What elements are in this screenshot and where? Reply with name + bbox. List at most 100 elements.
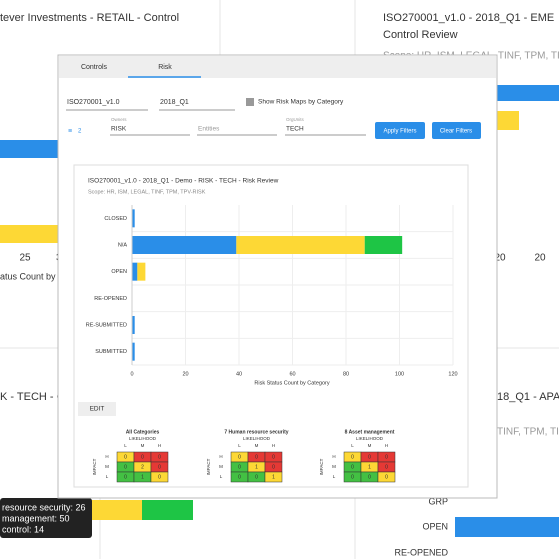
tile-title: K - TECH - C	[0, 391, 65, 403]
row-label: L	[333, 474, 336, 479]
button-label: Clear Filters	[440, 129, 472, 135]
category: RE-OPENED	[394, 547, 448, 557]
row-label: H	[332, 454, 335, 459]
x-tick-label: 120	[448, 371, 457, 377]
y-tick-label: N/A	[118, 242, 128, 248]
tab[interactable]: Risk	[158, 64, 172, 71]
filter-icon[interactable]: ≡	[68, 128, 72, 135]
tooltip-line: resource security: 26	[2, 502, 86, 512]
col-label: H	[272, 443, 275, 448]
cell-value: 1	[255, 464, 258, 470]
filter-count: 2	[78, 129, 82, 135]
chart-subtitle: Scope: HR, ISM, LEGAL, TINF, TPM, TPV-RI…	[88, 189, 206, 195]
bar-segment	[132, 262, 138, 281]
cell-value: 0	[158, 474, 161, 480]
category: OPEN	[422, 521, 448, 531]
cell-value: 0	[385, 474, 388, 480]
select[interactable]: Entities	[198, 126, 220, 133]
col-label: H	[385, 443, 388, 448]
col-label: L	[351, 443, 354, 448]
bar-segment	[132, 236, 237, 254]
bar-segment	[137, 262, 146, 281]
row-label: M	[105, 464, 109, 469]
cell-value: 0	[385, 454, 388, 460]
row-label: L	[220, 474, 223, 479]
x-tick-label: 100	[395, 371, 404, 377]
cell-value: 0	[272, 464, 275, 470]
cell-value: 0	[351, 474, 354, 480]
cell-value: 0	[255, 454, 258, 460]
tile-subtitle: Control Review	[383, 29, 458, 41]
row-label: H	[105, 454, 108, 459]
map-cell	[377, 471, 396, 483]
field-label: OrgUnits	[286, 117, 305, 122]
row-label: H	[219, 454, 222, 459]
cell-value: 1	[368, 464, 371, 470]
cell-value: 2	[141, 464, 144, 470]
y-tick-label: CLOSED	[104, 216, 127, 222]
select[interactable]: TECH	[286, 126, 304, 133]
scope: TINF, TPM, TI	[497, 427, 559, 438]
cell-value: 0	[238, 464, 241, 470]
map-title: All Categories	[126, 429, 160, 435]
col-label: H	[158, 443, 161, 448]
row-label: M	[219, 464, 223, 469]
edit-button[interactable]	[78, 402, 116, 416]
y-tick-label: SUBMITTED	[95, 349, 127, 355]
chart-card	[73, 164, 469, 488]
tick: 25	[19, 253, 31, 264]
cell-value: 0	[124, 464, 127, 470]
bar-segment	[364, 236, 403, 254]
cell-value: 0	[255, 474, 258, 480]
tab-bar	[59, 56, 496, 78]
tick: 20	[534, 253, 546, 264]
x-axis-label: Risk Status Count by Category	[254, 380, 329, 386]
checkbox[interactable]	[246, 98, 254, 106]
tab[interactable]: Controls	[81, 64, 108, 71]
map-x-label: LIKELIHOOD	[129, 436, 157, 441]
apply-button[interactable]	[375, 122, 425, 139]
bg-bar	[142, 500, 193, 520]
cell-value: 0	[351, 464, 354, 470]
map-title: 8 Asset management	[345, 429, 395, 435]
col-label: L	[124, 443, 127, 448]
category: GRP	[428, 496, 448, 506]
button-label: Apply Filters	[383, 129, 416, 135]
cell-value: 0	[368, 474, 371, 480]
select[interactable]: ISO270001_v1.0	[67, 99, 120, 106]
map-cell	[264, 471, 283, 483]
bar-segment	[236, 236, 365, 254]
field-label: Owners	[111, 117, 127, 122]
clear-button[interactable]	[432, 122, 481, 139]
cell-value: 0	[124, 474, 127, 480]
bg-bar	[455, 517, 559, 537]
x-tick-label: 20	[182, 371, 188, 377]
x-tick-label: 40	[236, 371, 242, 377]
col-label: M	[255, 443, 259, 448]
x-tick-label: 60	[289, 371, 295, 377]
col-label: M	[141, 443, 145, 448]
bg-bar	[88, 500, 142, 520]
cell-value: 0	[158, 464, 161, 470]
cell-value: 1	[272, 474, 275, 480]
y-tick-label: RE-OPENED	[94, 296, 127, 302]
map-cell	[150, 471, 169, 483]
tick: 20	[494, 253, 506, 264]
bar-segment	[132, 342, 135, 361]
x-tick-label: 0	[130, 371, 133, 377]
cell-value: 0	[124, 454, 127, 460]
select[interactable]: RISK	[111, 126, 127, 133]
tooltip	[0, 498, 92, 538]
chart-title: ISO270001_v1.0 - 2018_Q1 - Demo - RISK -…	[88, 178, 279, 185]
map-y-label: IMPACT	[92, 458, 97, 475]
col-label: M	[368, 443, 372, 448]
row-label: M	[332, 464, 336, 469]
select[interactable]: 2018_Q1	[160, 99, 189, 106]
col-label: L	[238, 443, 241, 448]
bg-bar	[0, 225, 58, 243]
checkbox-label: Show Risk Maps by Category	[258, 99, 344, 106]
bar-segment	[132, 316, 135, 334]
cell-value: 0	[158, 454, 161, 460]
y-tick-label: RE-SUBMITTED	[86, 322, 127, 328]
